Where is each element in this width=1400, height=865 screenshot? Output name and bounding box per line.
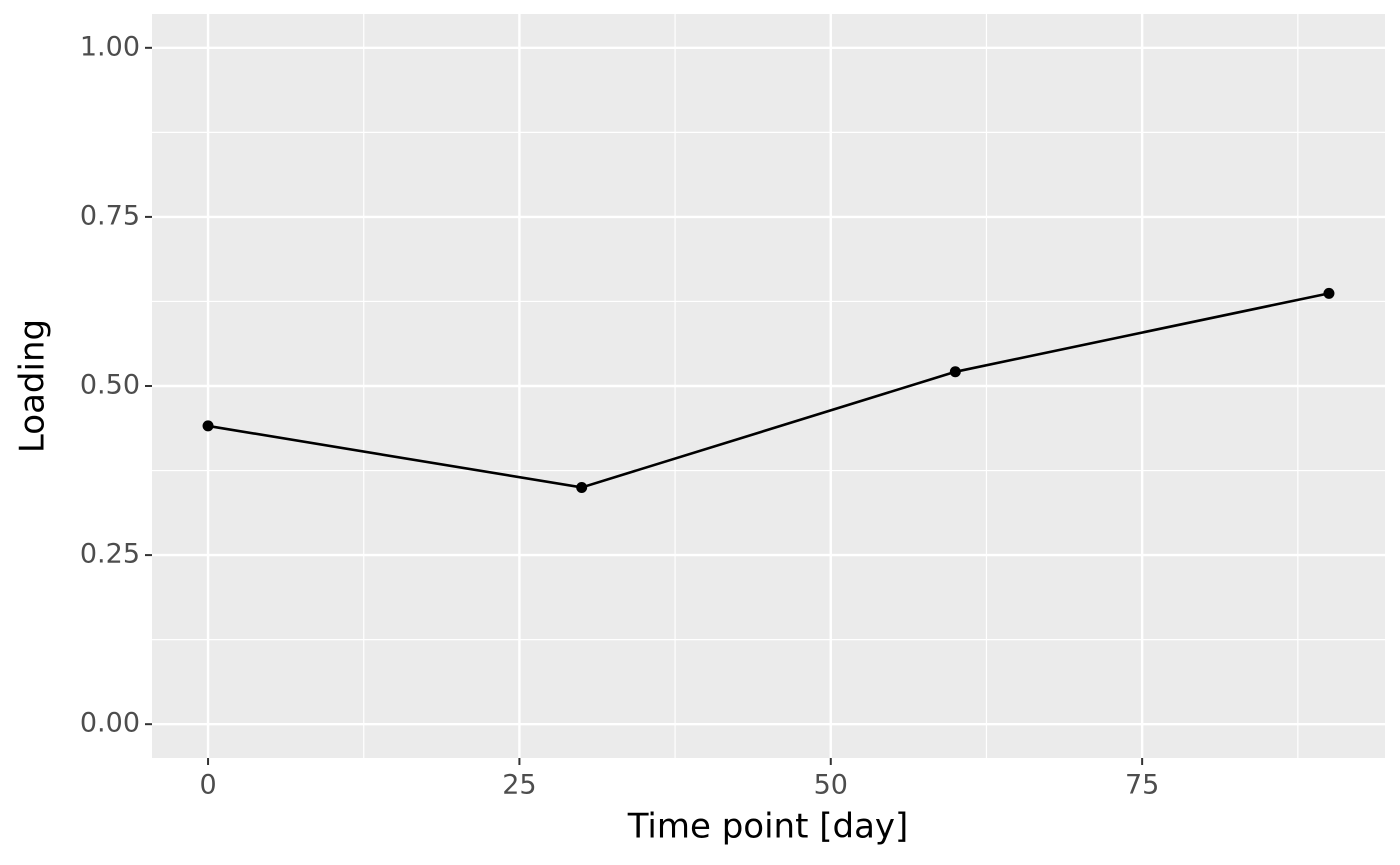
point: [1323, 287, 1335, 299]
x-tick-label: 0: [199, 770, 216, 801]
line: [207, 292, 1330, 489]
x-tick-label: 75: [1125, 770, 1159, 801]
y-tick-label: 1.00: [80, 31, 140, 62]
y-tick-label: 0.00: [80, 708, 140, 739]
point: [202, 420, 214, 432]
point: [576, 481, 588, 493]
y-tick-label: 0.50: [80, 370, 140, 401]
y-tick-label: 0.75: [80, 200, 140, 231]
y-axis-title: Loading: [13, 319, 53, 453]
point: [949, 366, 961, 378]
y-tick-label: 0.25: [80, 539, 140, 570]
x-tick-label: 50: [814, 770, 848, 801]
x-axis-title: Time point [day]: [627, 807, 909, 847]
x-tick-label: 25: [502, 770, 536, 801]
